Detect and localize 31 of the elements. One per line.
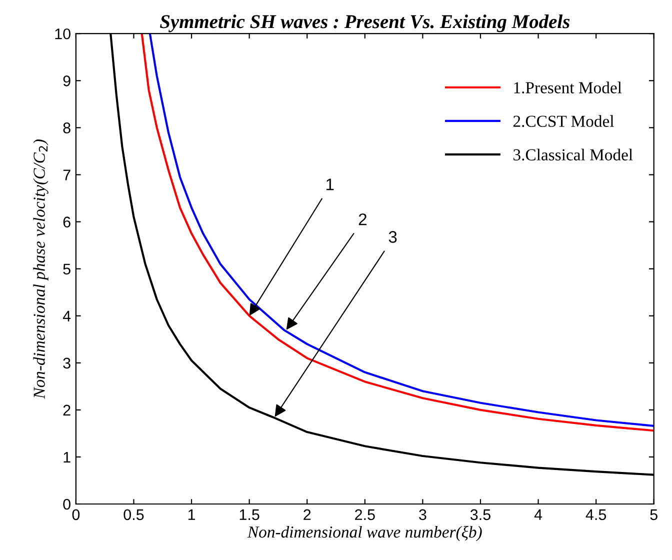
y-tick-label: 2 (63, 404, 70, 416)
annotation: 3 (388, 231, 397, 243)
x-tick-label: 0 (72, 509, 80, 520)
y-tick-label: 5 (63, 264, 70, 274)
y-tick-label: 7 (63, 170, 70, 180)
x-tick-label: 1 (188, 509, 196, 520)
x-tick-label: 4.5 (586, 509, 606, 520)
y-tick-label: 3 (63, 358, 70, 369)
x-tick-label: 5 (650, 509, 658, 520)
x-tick-label: 1.5 (240, 509, 260, 520)
x-tick-label: 2 (304, 509, 311, 520)
y-tick-label: 4 (62, 310, 71, 322)
y-tick-label: 6 (63, 216, 70, 228)
legend-label: 1.Present Model (514, 82, 622, 94)
chart-title: Symmetric SH waves : Present Vs. Existing Models (160, 14, 570, 32)
x-tick-label: 0.5 (124, 509, 144, 520)
annotation: 2 (358, 213, 366, 226)
x-tick-label: 3.5 (470, 509, 490, 520)
x-tick-label: 3 (419, 509, 426, 520)
legend-label: 3.Classical Model (514, 148, 633, 161)
x-axis-title: Non-dimensional wave number(ξb) (247, 526, 482, 542)
y-tick-label: 1 (64, 452, 70, 462)
legend-label: 2.CCST Model (513, 115, 614, 127)
y-tick-label: 8 (63, 122, 70, 134)
y-tick-label: 9 (63, 76, 70, 86)
annotation: 1 (326, 178, 334, 190)
y-axis-title: Non-dimensional phase velocity(C/C$_{2}$) (33, 139, 48, 399)
y-tick-label: 0 (63, 498, 70, 510)
x-tick-label: 2.5 (355, 509, 375, 520)
x-tick-label: 4 (534, 509, 542, 520)
y-tick-label: 10 (55, 28, 70, 40)
